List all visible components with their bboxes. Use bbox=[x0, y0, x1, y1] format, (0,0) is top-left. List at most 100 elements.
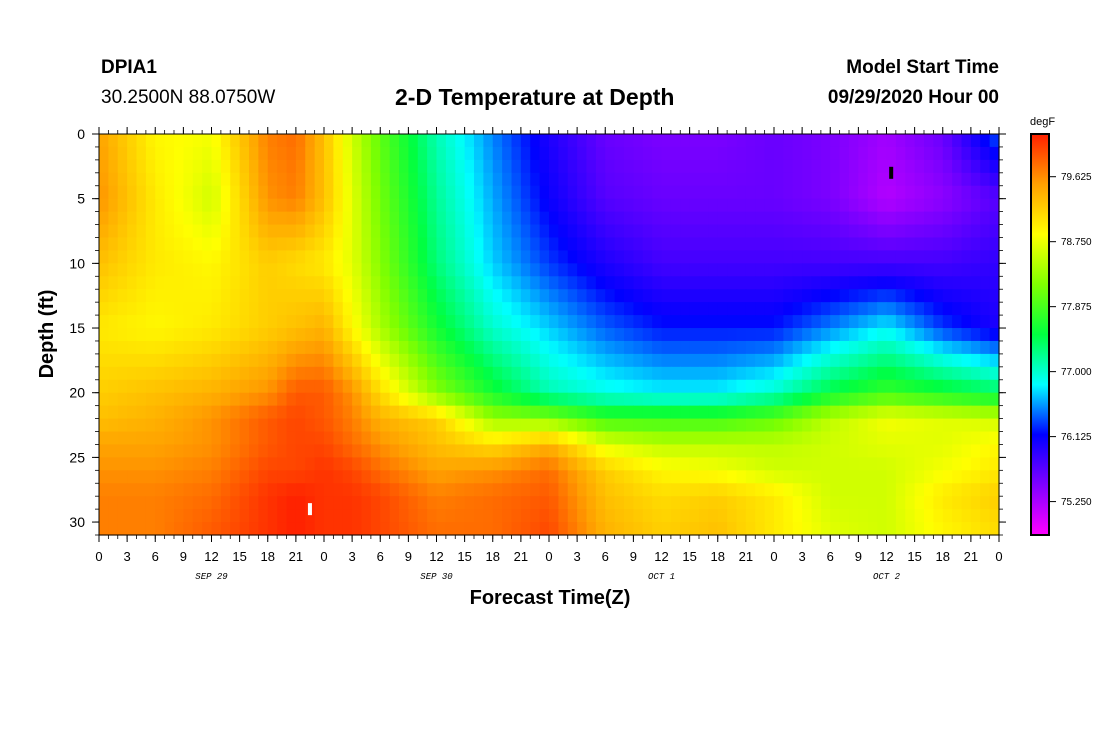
heatmap-cell bbox=[324, 483, 334, 497]
heatmap-cell bbox=[436, 340, 447, 355]
heatmap-cell bbox=[980, 250, 991, 264]
heatmap-cell bbox=[258, 134, 269, 148]
heatmap-cell bbox=[699, 418, 709, 433]
heatmap-cell bbox=[380, 444, 391, 458]
heatmap-cell bbox=[624, 263, 634, 277]
heatmap-cell bbox=[689, 340, 700, 355]
heatmap-cell bbox=[333, 379, 344, 394]
heatmap-cell bbox=[727, 134, 738, 148]
heatmap-cell bbox=[708, 198, 719, 213]
heatmap-cell bbox=[370, 289, 381, 303]
heatmap-cell bbox=[314, 366, 325, 381]
heatmap-cell bbox=[614, 340, 625, 355]
heatmap-cell bbox=[436, 405, 447, 420]
heatmap-cell bbox=[192, 483, 203, 497]
heatmap-cell bbox=[436, 379, 447, 394]
heatmap-cell bbox=[370, 159, 381, 174]
heatmap-cell bbox=[183, 509, 194, 523]
heatmap-cell bbox=[924, 509, 934, 523]
heatmap-cell bbox=[445, 172, 456, 187]
heatmap-cell bbox=[989, 522, 1000, 536]
heatmap-cell bbox=[970, 134, 981, 148]
heatmap-cell bbox=[661, 276, 672, 290]
heatmap-cell bbox=[970, 522, 981, 536]
heatmap-cell bbox=[286, 263, 297, 277]
heatmap-cell bbox=[802, 328, 813, 342]
heatmap-cell bbox=[820, 431, 831, 446]
heatmap-cell bbox=[267, 134, 278, 148]
heatmap-cell bbox=[820, 470, 831, 484]
heatmap-cell bbox=[249, 405, 259, 420]
heatmap-cell bbox=[370, 340, 381, 355]
heatmap-cell bbox=[520, 263, 531, 277]
heatmap-cell bbox=[567, 366, 578, 381]
heatmap-cell bbox=[680, 134, 691, 148]
heatmap-cell bbox=[455, 250, 466, 264]
heatmap-cell bbox=[717, 328, 728, 342]
heatmap-cell bbox=[877, 198, 888, 213]
heatmap-cell bbox=[867, 470, 878, 484]
heatmap-cell bbox=[802, 418, 813, 433]
heatmap-cell bbox=[792, 289, 803, 303]
heatmap-cell bbox=[108, 392, 119, 407]
heatmap-cell bbox=[455, 418, 466, 433]
heatmap-cell bbox=[820, 418, 831, 433]
heatmap-cell bbox=[464, 172, 475, 187]
heatmap-cell bbox=[549, 224, 559, 239]
heatmap-cell bbox=[624, 328, 634, 342]
heatmap-cell bbox=[230, 379, 241, 394]
heatmap-cell bbox=[970, 457, 981, 471]
heatmap-cell bbox=[492, 457, 503, 471]
x-tick-label: 21 bbox=[289, 549, 303, 564]
heatmap-cell bbox=[895, 224, 906, 239]
heatmap-cell bbox=[914, 444, 925, 458]
heatmap-cell bbox=[108, 211, 119, 226]
heatmap-cell bbox=[633, 172, 644, 187]
heatmap-cell bbox=[624, 250, 634, 264]
heatmap-cell bbox=[389, 366, 400, 381]
heatmap-cell bbox=[783, 134, 794, 148]
heatmap-cell bbox=[436, 444, 447, 458]
heatmap-cell bbox=[736, 159, 747, 174]
heatmap-cell bbox=[736, 496, 747, 510]
x-tick-label: 12 bbox=[879, 549, 893, 564]
heatmap-cell bbox=[399, 457, 409, 471]
heatmap-cell bbox=[127, 237, 138, 252]
heatmap-cell bbox=[961, 457, 972, 471]
x-tick-label: 3 bbox=[124, 549, 131, 564]
heatmap-cell bbox=[755, 418, 766, 433]
heatmap-cell bbox=[830, 276, 841, 290]
heatmap-cell bbox=[867, 405, 878, 420]
heatmap-cell bbox=[286, 405, 297, 420]
heatmap-cell bbox=[230, 289, 241, 303]
heatmap-cell bbox=[820, 392, 831, 407]
heatmap-cell bbox=[267, 457, 278, 471]
heatmap-cell bbox=[474, 444, 484, 458]
heatmap-cell bbox=[708, 159, 719, 174]
heatmap-cell bbox=[361, 418, 372, 433]
heatmap-cell bbox=[117, 444, 128, 458]
heatmap-cell bbox=[661, 250, 672, 264]
heatmap-cell bbox=[202, 185, 213, 200]
heatmap-cell bbox=[530, 483, 541, 497]
heatmap-cell bbox=[314, 444, 325, 458]
heatmap-cell bbox=[792, 496, 803, 510]
heatmap-cell bbox=[745, 470, 756, 484]
heatmap-cell bbox=[352, 289, 363, 303]
heatmap-cell bbox=[211, 315, 222, 329]
heatmap-cell bbox=[595, 289, 606, 303]
heatmap-cell bbox=[145, 509, 156, 523]
heatmap-cell bbox=[605, 250, 616, 264]
heatmap-cell bbox=[164, 366, 175, 381]
heatmap-cell bbox=[314, 315, 325, 329]
heatmap-cell bbox=[314, 483, 325, 497]
heatmap-cell bbox=[492, 198, 503, 213]
heatmap-cell bbox=[745, 353, 756, 368]
heatmap-cell bbox=[136, 496, 147, 510]
heatmap-cell bbox=[192, 276, 203, 290]
heatmap-cell bbox=[108, 224, 119, 239]
heatmap-cell bbox=[708, 134, 719, 148]
heatmap-cell bbox=[530, 496, 541, 510]
heatmap-cell bbox=[408, 522, 419, 536]
heatmap-cell bbox=[849, 263, 859, 277]
